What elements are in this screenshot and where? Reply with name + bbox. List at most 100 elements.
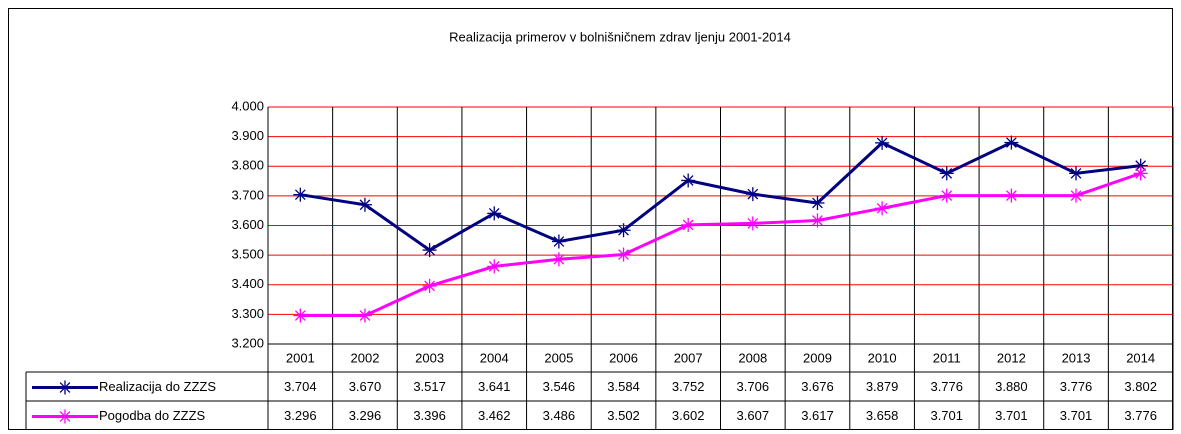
table-value: 3.602 <box>672 408 705 423</box>
table-value: 3.396 <box>413 408 446 423</box>
marker <box>1133 166 1148 181</box>
x-tick-label: 2014 <box>1126 350 1155 365</box>
legend-label: Pogodba do ZZZS <box>99 408 206 423</box>
marker <box>616 247 631 262</box>
table-value: 3.880 <box>995 379 1028 394</box>
series-line <box>300 140 1141 252</box>
table-value: 3.802 <box>1124 379 1157 394</box>
x-tick-label: 2009 <box>803 350 832 365</box>
table-value: 3.776 <box>1060 379 1093 394</box>
marker <box>939 188 954 203</box>
marker-stroke <box>553 236 565 247</box>
y-tick-label: 3.600 <box>231 217 264 232</box>
marker-stroke <box>1135 160 1147 172</box>
marker-stroke <box>1006 137 1017 148</box>
table-value: 3.502 <box>607 408 640 423</box>
table-value: 3.486 <box>543 408 576 423</box>
marker-stroke <box>747 188 759 200</box>
marker <box>422 278 437 293</box>
marker <box>745 187 760 202</box>
marker-stroke <box>1135 168 1147 179</box>
x-tick-label: 2010 <box>868 350 897 365</box>
marker-stroke <box>682 219 694 231</box>
x-tick-label: 2001 <box>286 350 315 365</box>
y-tick-label: 3.500 <box>231 247 264 262</box>
marker <box>357 197 372 212</box>
marker <box>875 201 890 216</box>
marker-stroke <box>941 168 953 179</box>
marker <box>58 380 72 395</box>
marker-stroke <box>294 310 306 321</box>
marker <box>681 173 696 188</box>
marker-stroke <box>424 280 435 292</box>
marker <box>293 308 308 323</box>
y-tick-label: 3.200 <box>231 335 264 350</box>
x-tick-label: 2003 <box>415 350 444 365</box>
marker-stroke <box>59 411 71 422</box>
table-value: 3.641 <box>478 379 511 394</box>
table-value: 3.704 <box>284 379 317 394</box>
table-value: 3.658 <box>866 408 899 423</box>
marker-stroke <box>812 197 823 209</box>
y-tick-label: 3.900 <box>231 128 264 143</box>
marker <box>487 206 502 221</box>
table-value: 3.617 <box>801 408 834 423</box>
y-tick-label: 3.400 <box>231 276 264 291</box>
table-value: 3.462 <box>478 408 511 423</box>
marker <box>422 243 437 258</box>
marker <box>745 216 760 231</box>
x-tick-label: 2011 <box>933 350 961 365</box>
x-tick-label: 2008 <box>738 350 767 365</box>
table-value: 3.584 <box>607 379 640 394</box>
marker <box>1004 135 1019 150</box>
table-value: 3.701 <box>1060 408 1093 423</box>
table-value: 3.676 <box>801 379 834 394</box>
chart-frame <box>8 8 1173 430</box>
table-value: 3.776 <box>930 379 963 394</box>
table-value: 3.701 <box>995 408 1028 423</box>
table-value: 3.517 <box>413 379 446 394</box>
series-line <box>300 171 1142 318</box>
marker-stroke <box>618 224 629 236</box>
marker-stroke <box>618 249 629 260</box>
marker-stroke <box>747 218 759 229</box>
marker <box>875 135 890 150</box>
marker <box>1004 188 1019 203</box>
marker-stroke <box>876 202 888 214</box>
y-tick-label: 3.700 <box>231 187 264 202</box>
x-tick-label: 2005 <box>544 350 573 365</box>
marker-stroke <box>876 137 888 149</box>
marker-stroke <box>941 190 953 201</box>
x-tick-label: 2002 <box>351 350 380 365</box>
marker-stroke <box>1006 190 1017 201</box>
marker <box>58 409 72 424</box>
table-value: 3.752 <box>672 379 705 394</box>
table-value: 3.776 <box>1124 408 1157 423</box>
marker <box>1069 188 1084 203</box>
marker-stroke <box>294 189 306 201</box>
marker <box>616 223 631 238</box>
marker-stroke <box>424 244 435 256</box>
marker <box>357 308 372 323</box>
marker-stroke <box>488 207 500 219</box>
legend-label: Realizacija do ZZZS <box>99 379 216 394</box>
marker <box>810 195 825 210</box>
marker-stroke <box>553 253 565 265</box>
marker <box>939 166 954 181</box>
y-tick-label: 3.800 <box>231 158 264 173</box>
table-value: 3.296 <box>284 408 317 423</box>
marker <box>487 259 502 274</box>
x-tick-label: 2013 <box>1062 350 1091 365</box>
marker-stroke <box>359 199 371 211</box>
x-tick-label: 2007 <box>674 350 703 365</box>
marker-stroke <box>1070 190 1082 201</box>
marker-stroke <box>359 310 371 321</box>
marker <box>1069 166 1084 181</box>
marker <box>681 217 696 232</box>
table-value: 3.879 <box>866 379 899 394</box>
table-value: 3.670 <box>349 379 382 394</box>
marker-stroke <box>59 382 71 393</box>
table-value: 3.546 <box>543 379 576 394</box>
y-tick-label: 3.300 <box>231 306 264 321</box>
